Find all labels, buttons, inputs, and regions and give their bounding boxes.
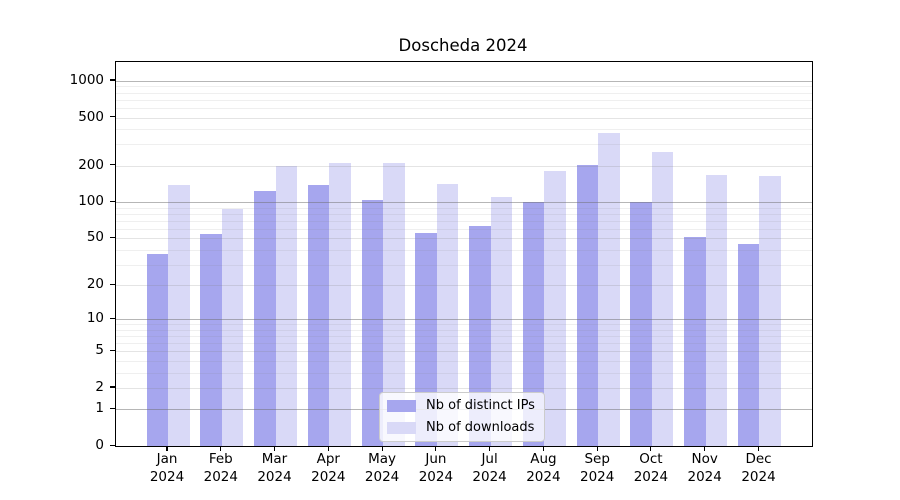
x-axis-tick-label: Oct 2024 [633,451,669,485]
x-axis-tick-label: Nov 2024 [687,451,722,485]
y-axis-tick-label: 20 [86,276,104,293]
y-tick-mark [110,236,115,238]
y-tick-mark [110,79,115,81]
x-axis-tick-label: Jul 2024 [472,451,507,485]
y-axis-tick-label: 1000 [69,71,104,88]
x-axis-tick-label: Feb 2024 [203,451,238,485]
x-tick-mark [650,446,652,451]
y-tick-mark [110,349,115,351]
y-tick-mark [110,444,115,446]
y-tick-mark [110,386,115,388]
y-tick-mark [110,200,115,202]
bar-distinct-ips [522,201,545,446]
x-axis-tick-label: Jan 2024 [149,451,185,485]
plot-area [115,61,813,447]
legend-label: Nb of distinct IPs [426,398,535,413]
y-axis-tick-label: 100 [78,193,104,210]
x-axis-tick-label: Apr 2024 [311,451,346,485]
x-axis-tick-label: Dec 2024 [741,451,776,485]
x-axis-tick-label: Mar 2024 [257,451,292,485]
bars-layer [116,62,812,446]
y-axis-tick-label: 2 [95,378,104,395]
y-tick-mark [110,164,115,166]
x-tick-mark [757,446,760,451]
bar-downloads [168,185,190,446]
bar-downloads [598,133,620,446]
x-axis-tick-label: Jun 2024 [418,451,454,485]
bar-distinct-ips [254,191,276,446]
legend-item-distinct-ips: Nb of distinct IPs [387,398,535,414]
x-tick-mark [220,446,222,451]
legend-swatch [387,399,416,413]
y-tick-mark [110,407,115,410]
bar-downloads [383,162,405,446]
bar-downloads [329,162,351,446]
x-axis-tick-label: Aug 2024 [526,451,561,485]
x-tick-mark [166,446,168,451]
y-axis-tick-label: 200 [78,156,104,173]
bar-downloads [221,209,244,446]
y-tick-mark [110,317,115,319]
legend-item-downloads: Nb of downloads [387,420,535,436]
y-axis-tick-label: 10 [86,310,104,327]
y-axis-tick-label: 0 [95,437,104,453]
legend-swatch [387,421,416,435]
bar-downloads [436,183,459,446]
bar-distinct-ips [469,226,491,446]
chart-title: Doscheda 2024 [398,36,528,55]
x-axis-tick-label: Sep 2024 [580,451,615,485]
bar-distinct-ips [200,234,222,446]
x-tick-mark [381,446,383,451]
bar-downloads [705,174,728,446]
x-tick-mark [542,446,544,451]
y-tick-mark [110,116,115,118]
y-axis-tick-label: 500 [78,108,104,125]
y-axis-tick-label: 50 [86,229,104,246]
y-tick-mark [110,283,115,285]
x-tick-mark [489,446,491,451]
x-tick-mark [704,446,706,451]
bar-distinct-ips [684,237,706,446]
bar-distinct-ips [146,253,168,446]
bar-distinct-ips [361,200,384,446]
bar-downloads [544,171,566,446]
x-tick-mark [273,446,276,451]
x-tick-mark [435,446,437,451]
bar-downloads [490,197,513,446]
bar-distinct-ips [307,184,330,446]
x-tick-mark [327,446,329,451]
legend: Nb of distinct IPs Nb of downloads [379,392,545,442]
y-axis-tick-label: 5 [95,342,104,359]
bar-distinct-ips [576,165,599,446]
bar-distinct-ips [737,243,760,446]
legend-label: Nb of downloads [426,420,535,435]
y-axis-tick-label: 1 [95,400,104,417]
x-tick-mark [596,446,598,451]
bar-downloads [759,176,781,446]
bar-downloads [651,152,674,446]
x-axis-tick-label: May 2024 [364,451,400,485]
bar-distinct-ips [630,201,652,446]
bar-downloads [275,165,298,446]
